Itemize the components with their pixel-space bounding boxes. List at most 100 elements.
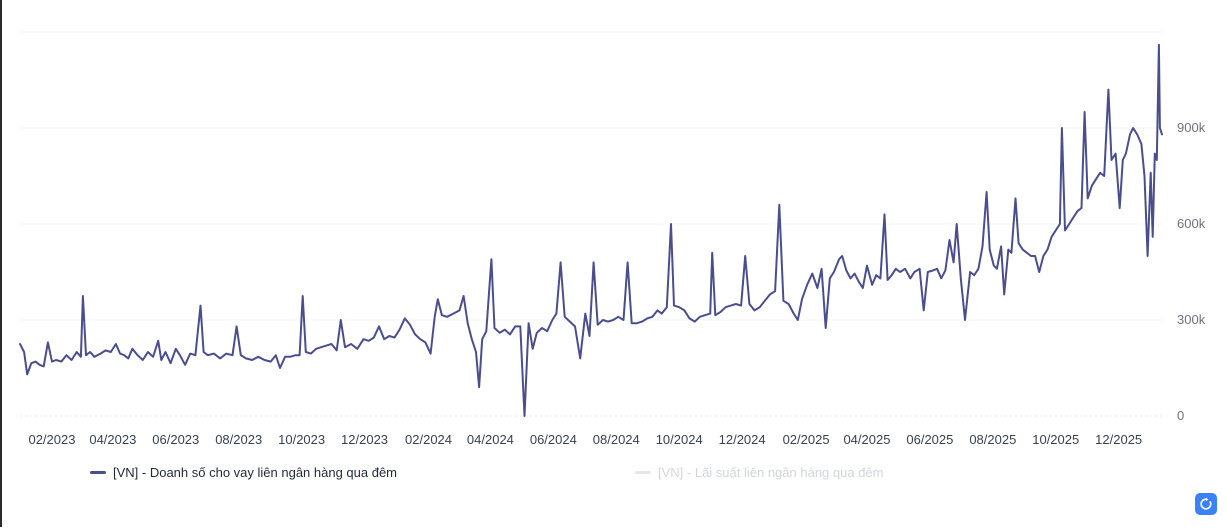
- data-point: [114, 342, 118, 346]
- data-point: [59, 360, 63, 364]
- data-point: [1143, 174, 1147, 178]
- data-point: [948, 238, 952, 242]
- data-point: [763, 299, 767, 303]
- data-point: [781, 299, 785, 303]
- x-tick-label: 02/2023: [28, 432, 75, 447]
- data-point: [640, 320, 644, 324]
- data-point: [903, 267, 907, 271]
- data-point: [1094, 177, 1098, 181]
- y-tick-label: 0: [1177, 408, 1184, 423]
- data-point: [635, 321, 639, 325]
- data-point: [527, 321, 531, 325]
- data-point: [88, 350, 92, 354]
- data-point: [146, 350, 150, 354]
- data-point: [985, 190, 989, 194]
- data-point: [981, 244, 985, 248]
- data-point: [503, 328, 507, 332]
- legend-item-interbank-volume[interactable]: [VN] - Doanh số cho vay liên ngân hàng q…: [90, 463, 397, 481]
- data-point: [1124, 152, 1128, 156]
- data-point: [372, 336, 376, 340]
- data-point: [1090, 184, 1094, 188]
- data-point: [92, 355, 96, 359]
- data-point: [849, 276, 853, 280]
- data-point: [1086, 196, 1090, 200]
- data-point: [484, 329, 488, 333]
- data-point: [787, 302, 791, 306]
- refresh-button[interactable]: [1195, 493, 1217, 515]
- data-point: [239, 353, 243, 357]
- data-point: [535, 331, 539, 335]
- data-point: [1114, 152, 1118, 156]
- data-point: [440, 313, 444, 317]
- data-point: [1017, 241, 1021, 245]
- data-point: [188, 352, 192, 356]
- data-point: [926, 270, 930, 274]
- data-point: [218, 356, 222, 360]
- data-point: [466, 321, 470, 325]
- data-point: [878, 276, 882, 280]
- data-point: [918, 267, 922, 271]
- data-point: [1157, 43, 1161, 47]
- data-point: [79, 355, 83, 359]
- data-point: [314, 347, 318, 351]
- data-point: [568, 320, 572, 324]
- data-point: [288, 355, 292, 359]
- data-point: [293, 353, 297, 357]
- data-point: [688, 316, 692, 320]
- data-point: [298, 353, 302, 357]
- data-point: [931, 268, 935, 272]
- data-point: [820, 267, 824, 271]
- data-point: [972, 273, 976, 277]
- x-tick-label: 10/2023: [278, 432, 325, 447]
- data-point: [908, 276, 912, 280]
- data-point: [451, 312, 455, 316]
- data-point: [458, 308, 462, 312]
- data-point: [126, 356, 130, 360]
- data-point: [611, 318, 615, 322]
- data-point: [1110, 158, 1114, 162]
- data-point: [874, 273, 878, 277]
- data-point: [174, 347, 178, 351]
- x-tick-label: 12/2024: [719, 432, 766, 447]
- x-tick-label: 08/2025: [969, 432, 1016, 447]
- data-point: [660, 312, 664, 316]
- data-point: [713, 313, 717, 317]
- data-point: [734, 302, 738, 306]
- data-point: [999, 244, 1003, 248]
- legend-swatch: [90, 470, 106, 474]
- data-point: [193, 353, 197, 357]
- data-point: [498, 331, 502, 335]
- data-point: [477, 385, 481, 389]
- data-point: [1009, 251, 1013, 255]
- data-point: [995, 267, 999, 271]
- data-point: [677, 305, 681, 309]
- data-point: [1146, 254, 1150, 258]
- data-point: [104, 348, 108, 352]
- data-point: [418, 337, 422, 341]
- data-point: [436, 297, 440, 301]
- data-point: [398, 328, 402, 332]
- data-point: [1063, 228, 1067, 232]
- data-point: [18, 342, 22, 346]
- data-point: [235, 324, 239, 328]
- data-point: [164, 350, 168, 354]
- data-point: [596, 323, 600, 327]
- data-point: [805, 283, 809, 287]
- data-point: [75, 350, 79, 354]
- data-point: [81, 294, 85, 298]
- data-point: [1149, 171, 1153, 175]
- data-point: [1071, 216, 1075, 220]
- data-point: [433, 315, 437, 319]
- data-point: [573, 324, 577, 328]
- data-point: [952, 260, 956, 264]
- data-point: [136, 353, 140, 357]
- legend-item-interbank-rate[interactable]: [VN] - Lãi suất liên ngân hàng qua đêm: [635, 463, 883, 481]
- data-point: [592, 260, 596, 264]
- data-point: [301, 294, 305, 298]
- data-point: [393, 336, 397, 340]
- data-point: [943, 268, 947, 272]
- data-point: [1160, 132, 1164, 136]
- data-point: [912, 270, 916, 274]
- data-point: [729, 304, 733, 308]
